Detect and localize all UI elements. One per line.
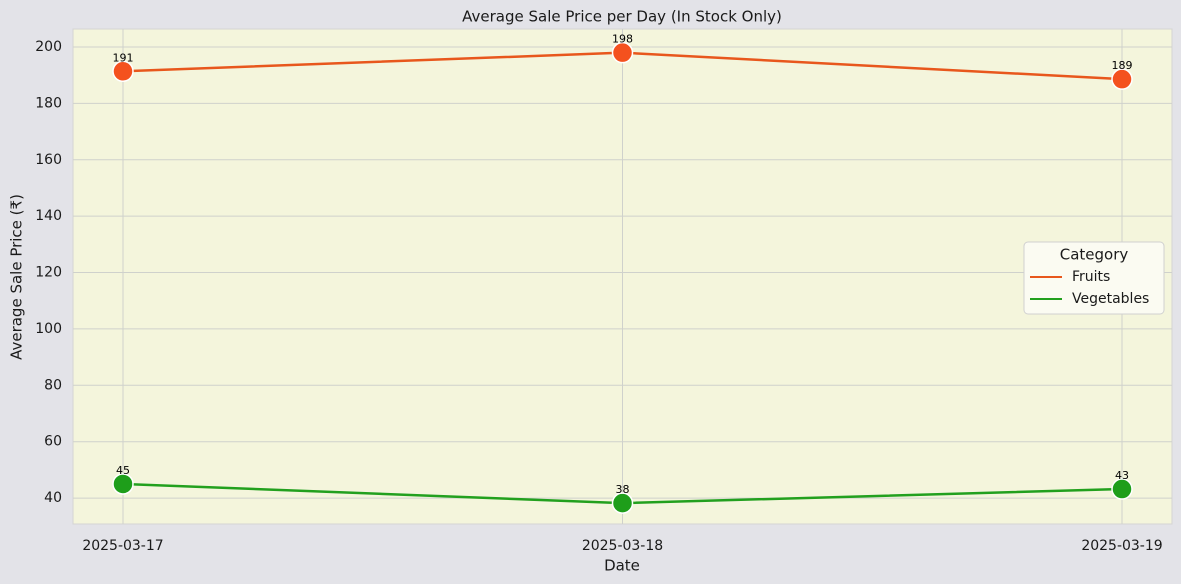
y-tick-label: 80 — [44, 377, 62, 393]
x-tick-label: 2025-03-19 — [1081, 538, 1162, 554]
x-axis-label: Date — [604, 557, 640, 575]
x-tick-label: 2025-03-18 — [582, 538, 663, 554]
chart-title: Average Sale Price per Day (In Stock Onl… — [462, 8, 782, 26]
y-tick-label: 120 — [35, 265, 62, 281]
y-tick-label: 160 — [35, 152, 62, 168]
point-marker — [112, 60, 134, 83]
legend-box — [1023, 241, 1165, 315]
value-label: 198 — [612, 33, 633, 46]
point-marker — [611, 41, 634, 64]
value-label: 189 — [1112, 59, 1133, 72]
y-axis-label: Average Sale Price (₹) — [8, 194, 26, 360]
x-tick-label: 2025-03-17 — [82, 538, 163, 554]
y-tick-label: 100 — [35, 321, 62, 337]
legend-title: Category — [1060, 246, 1129, 264]
point-marker — [611, 492, 634, 514]
value-label: 45 — [116, 464, 130, 477]
legend-label: Vegetables — [1072, 291, 1149, 307]
legend-label: Fruits — [1072, 269, 1110, 285]
y-tick-label: 200 — [35, 39, 62, 55]
y-tick-label: 40 — [44, 490, 62, 506]
y-tick-label: 60 — [44, 434, 62, 450]
point-marker — [1111, 68, 1133, 90]
point-marker — [112, 473, 134, 495]
value-label: 191 — [113, 51, 134, 64]
value-label: 38 — [616, 483, 630, 496]
value-label: 43 — [1115, 469, 1129, 482]
point-marker — [1111, 478, 1133, 500]
y-tick-label: 140 — [35, 208, 62, 224]
y-tick-label: 180 — [35, 95, 62, 111]
